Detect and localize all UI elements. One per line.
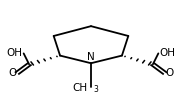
Text: CH: CH — [72, 83, 87, 93]
Text: 3: 3 — [93, 85, 98, 94]
Text: O: O — [8, 68, 16, 78]
Text: OH: OH — [159, 48, 175, 58]
Text: O: O — [166, 68, 174, 78]
Text: OH: OH — [7, 48, 23, 58]
Text: N: N — [87, 52, 95, 62]
